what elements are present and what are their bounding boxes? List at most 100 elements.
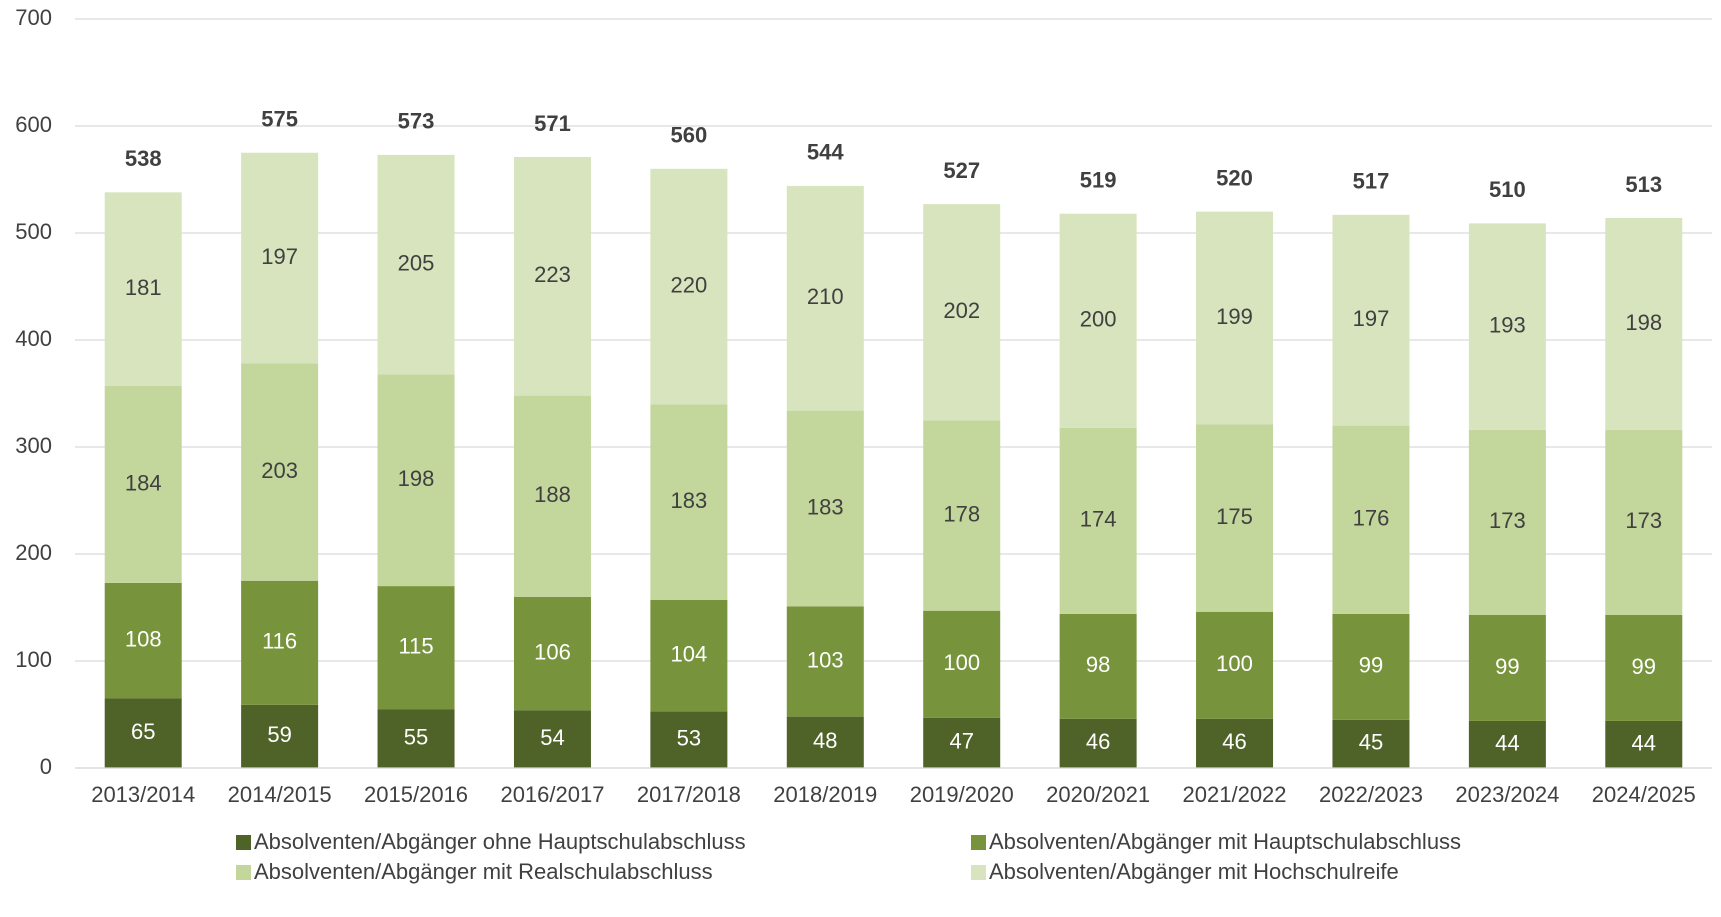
bar-segment	[923, 204, 1001, 421]
y-tick-label: 200	[15, 540, 52, 565]
value-label: 48	[813, 728, 837, 753]
value-label: 46	[1086, 729, 1110, 754]
value-label: 184	[125, 470, 162, 495]
value-label: 53	[677, 725, 701, 750]
bar-segment	[650, 711, 728, 768]
bar-segment	[1468, 223, 1546, 430]
value-label: 199	[1216, 304, 1253, 329]
bar-segment	[377, 586, 455, 710]
y-tick-label: 100	[15, 647, 52, 672]
value-label: 65	[131, 719, 155, 744]
legend-label: Absolventen/Abgänger ohne Hauptschulabsc…	[254, 829, 746, 854]
bar-segment	[1468, 614, 1546, 721]
value-label: 108	[125, 626, 162, 651]
value-label: 223	[534, 262, 571, 287]
bar-segment	[513, 395, 591, 597]
bar-segment	[1196, 424, 1274, 612]
value-label: 183	[671, 488, 708, 513]
value-label: 103	[807, 647, 844, 672]
y-tick-label: 400	[15, 326, 52, 351]
legend-label: Absolventen/Abgänger mit Hochschulreife	[989, 859, 1399, 884]
value-label: 197	[1353, 306, 1390, 331]
bar-segment	[241, 363, 319, 581]
total-label: 520	[1216, 165, 1253, 190]
bar-segment	[786, 410, 864, 607]
value-label: 200	[1080, 307, 1117, 332]
bar-segment	[786, 606, 864, 717]
value-label: 210	[807, 284, 844, 309]
legend-swatch	[236, 835, 251, 850]
total-label: 513	[1625, 172, 1662, 197]
value-label: 44	[1632, 730, 1656, 755]
bar-segment	[1605, 218, 1683, 430]
value-label: 99	[1495, 654, 1519, 679]
bar-segment	[1332, 719, 1410, 768]
bar-segment	[650, 600, 728, 712]
value-label: 54	[540, 725, 564, 750]
bar-segment	[513, 710, 591, 768]
bar-segment	[241, 152, 319, 364]
bar-segment	[1332, 214, 1410, 426]
value-label: 173	[1625, 508, 1662, 533]
bar-segment	[377, 154, 455, 375]
x-tick-label: 2023/2024	[1455, 782, 1559, 807]
value-label: 220	[671, 272, 708, 297]
value-label: 174	[1080, 507, 1117, 532]
total-label: 517	[1353, 169, 1390, 194]
bar-segment	[1468, 720, 1546, 768]
value-label: 193	[1489, 312, 1526, 337]
bar-segment	[377, 374, 455, 587]
bar-segment	[241, 704, 319, 768]
bar-segment	[923, 420, 1001, 611]
bar-segment	[1059, 213, 1137, 428]
x-tick-label: 2015/2016	[364, 782, 468, 807]
bar-segment	[650, 404, 728, 601]
total-label: 544	[807, 140, 844, 165]
x-tick-label: 2018/2019	[773, 782, 877, 807]
value-label: 202	[943, 298, 980, 323]
value-label: 99	[1359, 653, 1383, 678]
bar-segment	[377, 709, 455, 768]
x-tick-label: 2024/2025	[1592, 782, 1696, 807]
value-label: 98	[1086, 652, 1110, 677]
y-tick-label: 500	[15, 219, 52, 244]
value-label: 44	[1495, 730, 1519, 755]
bar-segment	[1059, 613, 1137, 719]
legend-label: Absolventen/Abgänger mit Hauptschulabsch…	[989, 829, 1461, 854]
y-tick-label: 0	[40, 754, 52, 779]
bar-segment	[923, 717, 1001, 768]
value-label: 197	[261, 244, 298, 269]
legend-swatch	[236, 865, 251, 880]
value-label: 106	[534, 639, 571, 664]
value-label: 55	[404, 724, 428, 749]
value-label: 175	[1216, 504, 1253, 529]
y-tick-label: 600	[15, 112, 52, 137]
bar-segment	[1605, 720, 1683, 768]
total-label: 560	[671, 123, 708, 148]
bar-segment	[650, 168, 728, 405]
total-label: 538	[125, 146, 162, 171]
bar-segment	[241, 580, 319, 705]
bar-segment	[104, 582, 182, 699]
bar-segment	[1059, 427, 1137, 614]
x-tick-label: 2020/2021	[1046, 782, 1150, 807]
y-tick-label: 300	[15, 433, 52, 458]
x-tick-label: 2022/2023	[1319, 782, 1423, 807]
bar-segment	[1196, 718, 1274, 768]
value-label: 203	[261, 458, 298, 483]
bar-segment	[104, 698, 182, 768]
total-label: 571	[534, 111, 571, 136]
value-label: 100	[943, 650, 980, 675]
bar-segment	[1196, 611, 1274, 719]
value-label: 116	[262, 629, 297, 654]
x-tick-label: 2019/2020	[910, 782, 1014, 807]
bar-segment	[1059, 718, 1137, 768]
x-tick-label: 2013/2014	[91, 782, 195, 807]
x-tick-label: 2021/2022	[1183, 782, 1287, 807]
x-tick-label: 2017/2018	[637, 782, 741, 807]
bar-segment	[513, 596, 591, 711]
value-label: 173	[1489, 508, 1526, 533]
legend-label: Absolventen/Abgänger mit Realschulabschl…	[254, 859, 713, 884]
bar-segment	[923, 610, 1001, 718]
total-label: 519	[1080, 168, 1117, 193]
